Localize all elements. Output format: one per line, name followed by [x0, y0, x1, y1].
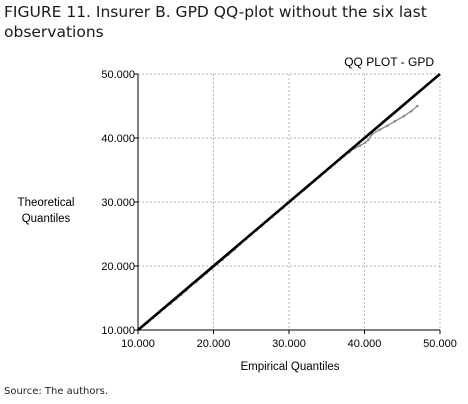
y-tick-label: 10.000 [101, 325, 135, 337]
qq-point [402, 114, 406, 118]
qq-point [366, 138, 370, 142]
x-tick-label: 10.000 [121, 338, 155, 350]
qq-point [416, 104, 419, 108]
y-axis-title-line-2: Quantiles [22, 213, 71, 225]
qq-point [393, 120, 397, 123]
y-tick-label: 20.000 [101, 261, 135, 273]
qq-point [363, 141, 367, 144]
x-tick-label: 20.000 [197, 338, 231, 350]
figure-title: FIGURE 11. Insurer B. GPD QQ-plot withou… [4, 3, 427, 41]
x-tick-label: 30.000 [272, 338, 306, 350]
y-axis-title-line-1: Theoretical [18, 197, 75, 209]
x-tick-label: 50.000 [423, 338, 457, 350]
y-tick-label: 40.000 [101, 133, 135, 145]
chart-title: QQ PLOT - GPD [344, 55, 434, 69]
qq-point [358, 144, 362, 147]
qq-point [385, 124, 389, 128]
y-tick-label: 50.000 [101, 69, 135, 81]
qq-point [410, 109, 413, 113]
tick-labels: 10.000 20.000 30.000 40.000 50.000 10.000 20.0… [101, 69, 456, 350]
x-tick-label: 40.000 [348, 338, 382, 350]
reference-line [137, 73, 441, 331]
plot-area [137, 73, 441, 331]
y-tick-label: 30.000 [101, 197, 135, 209]
axes [134, 73, 441, 334]
x-axis-title: Empirical Quantiles [240, 361, 339, 373]
source-note: Source: The authors. [4, 386, 109, 397]
qq-point [378, 128, 381, 131]
